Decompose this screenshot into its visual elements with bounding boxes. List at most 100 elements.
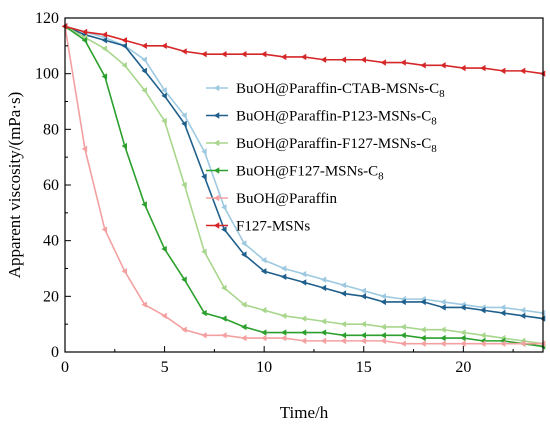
y-axis-title: Apparent viscosity/(mPa·s): [5, 92, 24, 279]
legend-subscript: 8: [431, 116, 437, 128]
data-point: [320, 284, 327, 292]
legend-item: BuOH@F127-MSNs-C8: [206, 164, 384, 183]
data-point: [141, 201, 147, 208]
data-point: [380, 323, 386, 331]
data-point: [221, 226, 227, 233]
x-tick-label: 15: [356, 359, 372, 376]
data-point: [221, 50, 227, 58]
data-point: [400, 298, 406, 306]
legend-subscript: 8: [431, 143, 437, 155]
data-point: [400, 332, 406, 339]
data-point: [400, 323, 406, 331]
data-point: [241, 240, 247, 247]
data-point: [380, 59, 386, 66]
x-tick-label: 10: [256, 359, 272, 376]
data-point: [280, 312, 287, 320]
data-point: [460, 334, 466, 342]
data-point: [300, 315, 307, 322]
legend-marker: [213, 222, 220, 229]
data-point: [300, 329, 307, 336]
legend-item: BuOH@Paraffin-P123-MSNs-C8: [206, 109, 437, 128]
data-point: [141, 67, 147, 75]
data-point: [201, 148, 207, 155]
y-tick-label: 20: [43, 288, 59, 305]
data-point: [260, 329, 267, 336]
data-point: [480, 332, 486, 339]
data-point: [161, 87, 167, 94]
data-point: [221, 332, 227, 339]
ticks-layer: 0 5 10 15 20 0 20 40 60 80 100 120: [35, 10, 514, 376]
data-point: [241, 334, 247, 342]
legend-subscript: 8: [378, 171, 384, 183]
data-point: [460, 329, 466, 336]
data-point: [480, 340, 486, 347]
data-point: [420, 334, 426, 342]
data-point: [440, 62, 446, 69]
data-point: [380, 293, 386, 300]
legend: BuOH@Paraffin-CTAB-MSNs-C8 BuOH@Paraffin-…: [206, 81, 445, 235]
data-point: [360, 56, 366, 63]
legend-label: BuOH@Paraffin-P123-MSNs-C8: [236, 109, 437, 128]
data-point: [181, 326, 187, 333]
legend-item: BuOH@Paraffin-F127-MSNs-C8: [206, 136, 437, 155]
legend-item: F127-MSNs: [206, 219, 310, 235]
data-point: [340, 56, 347, 63]
data-point: [260, 307, 267, 314]
data-point: [201, 173, 207, 180]
legend-label: BuOH@Paraffin-CTAB-MSNs-C8: [236, 81, 445, 100]
x-tick-label: 0: [61, 359, 69, 376]
data-point: [280, 273, 287, 281]
legend-marker: [213, 139, 220, 147]
data-point: [320, 337, 327, 345]
y-tick-label: 40: [43, 233, 59, 250]
data-point: [260, 50, 267, 58]
data-point: [300, 279, 307, 286]
data-point: [221, 284, 227, 292]
data-point: [440, 326, 446, 333]
x-tick-label: 20: [455, 359, 471, 376]
data-point: [340, 332, 347, 339]
data-point: [460, 340, 466, 347]
legend-label: F127-MSNs: [236, 219, 310, 235]
data-point: [300, 337, 307, 345]
y-tick-label: 80: [43, 121, 59, 138]
data-point: [81, 28, 88, 36]
series-4: [61, 23, 546, 347]
data-point: [420, 62, 426, 69]
data-point: [101, 37, 108, 44]
data-point: [340, 337, 347, 345]
data-point: [400, 59, 406, 66]
data-point: [201, 332, 207, 339]
data-point: [499, 304, 506, 311]
data-point: [260, 256, 267, 264]
data-point: [519, 307, 526, 314]
data-point: [280, 265, 287, 272]
data-point: [260, 268, 267, 275]
data-point: [201, 50, 207, 58]
data-point: [101, 31, 108, 38]
data-point: [499, 309, 506, 317]
data-point: [480, 64, 486, 72]
series-line: [64, 26, 543, 345]
data-point: [121, 62, 127, 69]
data-point: [260, 334, 267, 342]
data-point: [360, 287, 366, 294]
data-point: [320, 56, 327, 63]
data-point: [460, 64, 466, 72]
data-point: [360, 320, 366, 328]
data-point: [141, 56, 147, 63]
data-point: [141, 301, 147, 308]
data-point: [241, 301, 247, 308]
data-point: [101, 73, 108, 80]
legend-label: BuOH@F127-MSNs-C8: [236, 164, 384, 183]
data-point: [320, 329, 327, 336]
data-point: [121, 37, 127, 44]
data-point: [499, 340, 506, 347]
legend-label: BuOH@Paraffin: [236, 191, 338, 207]
data-point: [460, 304, 466, 311]
data-point: [519, 340, 526, 347]
data-point: [360, 293, 366, 300]
legend-subscript: 8: [439, 88, 445, 100]
data-point: [499, 67, 506, 75]
data-point: [121, 142, 127, 150]
